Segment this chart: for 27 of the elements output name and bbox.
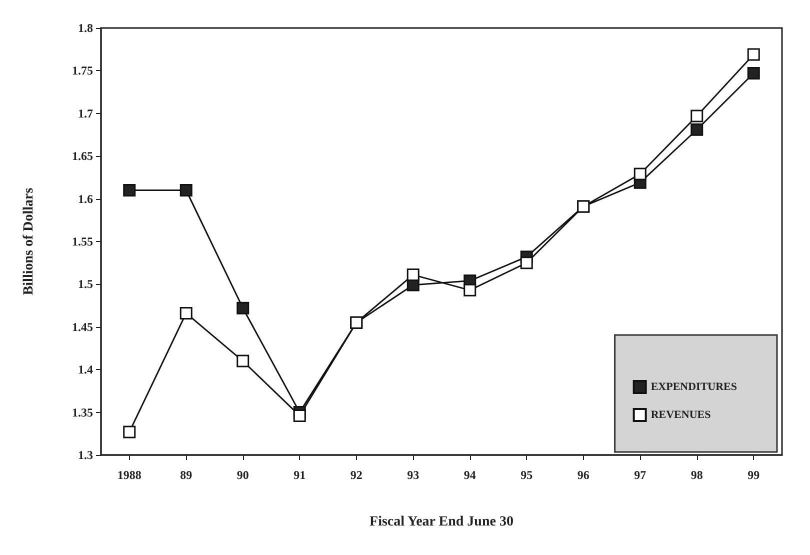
x-tick-label: 97	[634, 468, 646, 482]
y-tick-label: 1.8	[78, 21, 93, 35]
x-tick-label: 90	[236, 468, 249, 482]
x-tick-label: 98	[690, 468, 703, 482]
x-tick-label: 92	[350, 468, 362, 482]
y-tick-label: 1.4	[78, 362, 93, 377]
y-tick-label: 1.45	[72, 320, 93, 334]
x-tick-label: 95	[520, 468, 533, 482]
x-tick-label: 1988	[117, 468, 142, 482]
y-tick-label: 1.5	[78, 277, 93, 292]
x-tick-label: 94	[464, 468, 476, 482]
y-tick-label: 1.75	[72, 64, 93, 78]
legend-label: REVENUES	[650, 409, 711, 421]
y-tick-label: 1.55	[72, 234, 93, 248]
x-tick-label: 99	[748, 468, 760, 482]
y-tick-label: 1.35	[72, 405, 93, 420]
legend-label: EXPENDITURES	[650, 381, 738, 393]
y-tick-label: 1.65	[72, 149, 93, 164]
x-axis-title: Fiscal Year End June 30	[370, 514, 514, 530]
y-tick-label: 1.3	[78, 448, 93, 462]
y-axis-title: Billions of Dollars	[22, 187, 36, 296]
x-tick-label: 89	[180, 468, 192, 482]
x-tick-label: 91	[294, 468, 306, 482]
x-tick-label: 96	[577, 468, 590, 482]
y-tick-label: 1.7	[78, 106, 93, 120]
y-tick-label: 1.6	[78, 192, 93, 206]
x-tick-label: 93	[407, 468, 420, 482]
